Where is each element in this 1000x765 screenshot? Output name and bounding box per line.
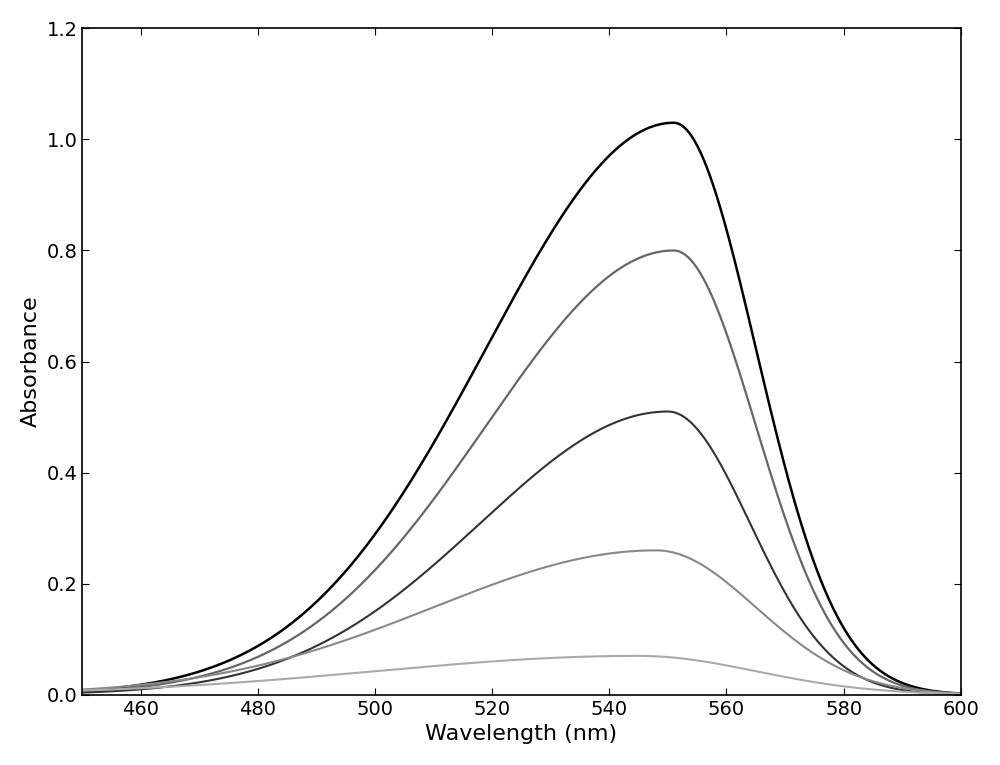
Y-axis label: Absorbance: Absorbance [21,296,41,428]
X-axis label: Wavelength (nm): Wavelength (nm) [425,724,618,744]
